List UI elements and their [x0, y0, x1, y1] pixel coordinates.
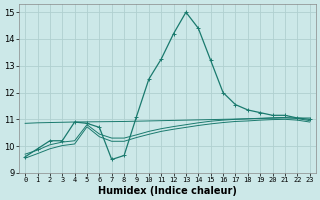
X-axis label: Humidex (Indice chaleur): Humidex (Indice chaleur) — [98, 186, 237, 196]
